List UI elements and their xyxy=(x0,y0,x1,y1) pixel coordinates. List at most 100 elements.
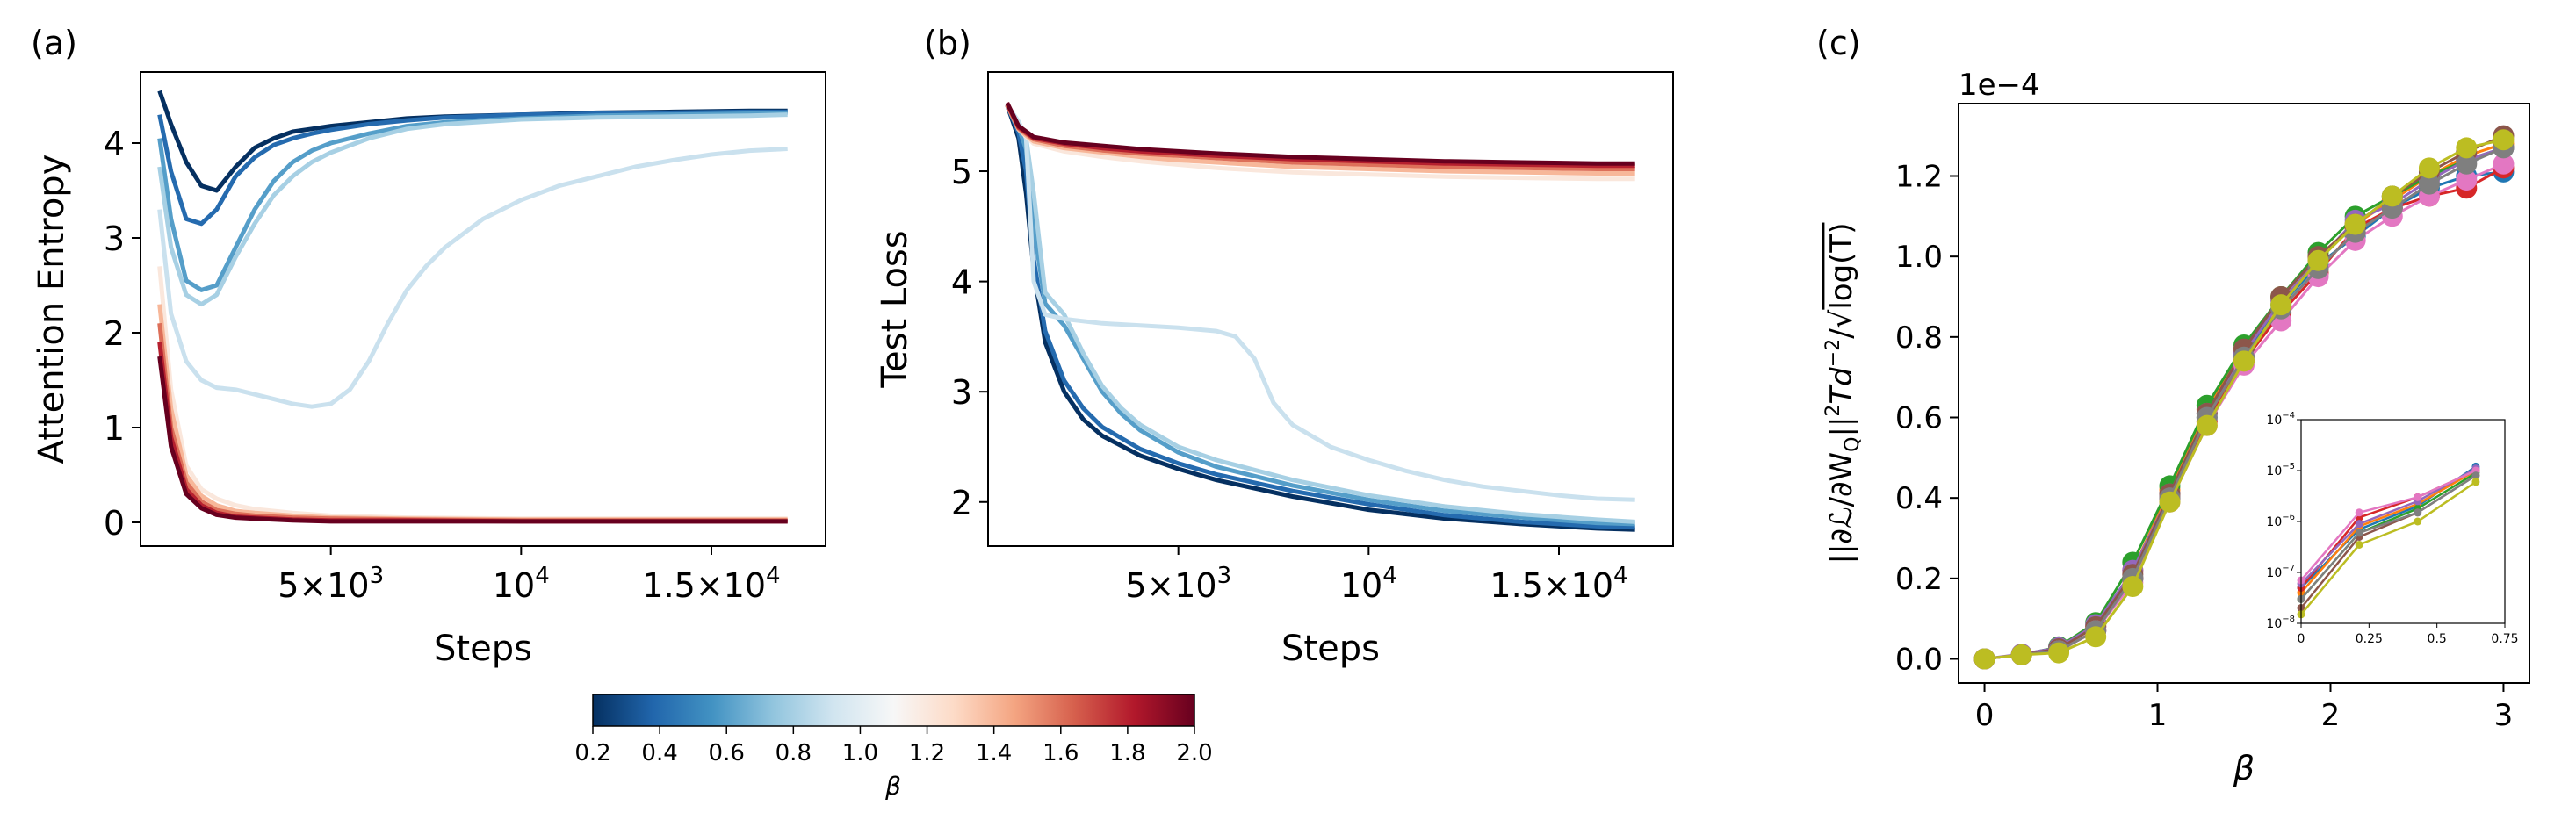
panel-a: (a) 0 1 2 3 4 5×103 104 1.5×104 Steps Attentio… xyxy=(31,24,826,669)
inset-yticks: 10−8 10−7 10−6 10−5 10−4 xyxy=(2266,411,2301,631)
panel-a-series xyxy=(157,90,788,524)
c-xtick-label-3: 3 xyxy=(2494,698,2514,733)
c-series-8-point-1 xyxy=(2010,644,2032,665)
panel-c-series xyxy=(1973,125,2515,670)
inset-series-6-point-1 xyxy=(2355,508,2363,517)
b-ytick-label-2: 4 xyxy=(951,263,972,302)
c-ytick-label-2: 0.4 xyxy=(1895,481,1943,516)
c-series-8-point-14 xyxy=(2493,129,2515,151)
c-series-8-point-0 xyxy=(1973,648,1995,670)
c-series-8-point-4 xyxy=(2122,576,2144,597)
colorbar-label: β xyxy=(884,772,901,801)
a-series-line-6 xyxy=(157,304,788,522)
a-xtick-label-1: 104 xyxy=(493,563,550,605)
c-ytick-label-4: 0.8 xyxy=(1895,320,1943,356)
colorbar-tick-label-7: 1.6 xyxy=(1043,740,1079,766)
panel-b-frame xyxy=(987,71,1674,547)
a-ytick-label-0: 0 xyxy=(104,504,125,543)
panel-c: (c) 1e−4 0.0 0.2 0.4 0.6 0.8 1.0 1.2 0 1 2 3 β ||… xyxy=(1816,24,2530,788)
colorbar-tick-label-8: 1.8 xyxy=(1109,740,1145,766)
inset-ytick-label-0: 10−8 xyxy=(2266,615,2295,631)
b-xtick-label-0: 5×103 xyxy=(1125,563,1231,605)
inset-series-line-8 xyxy=(2300,480,2477,615)
c-series-8-point-7 xyxy=(2233,350,2255,372)
panel-b-xticks: 5×103 104 1.5×104 xyxy=(1125,546,1628,605)
inset-series-4-point-1 xyxy=(2355,520,2363,529)
inset-series-line-6 xyxy=(2300,469,2477,581)
panel-b-label: (b) xyxy=(924,24,971,62)
a-series-line-3 xyxy=(157,112,788,307)
a-series-line-9 xyxy=(157,356,788,524)
colorbar-tick-label-1: 0.4 xyxy=(641,740,677,766)
panel-a-frame xyxy=(140,71,826,547)
inset-series-line-7 xyxy=(2300,474,2477,601)
c-series-8-point-3 xyxy=(2085,626,2107,648)
panel-c-inset: 10−8 10−7 10−6 10−5 10−4 0 0.25 0.5 0.75 xyxy=(2266,411,2518,646)
inset-series-7-point-1 xyxy=(2355,529,2363,537)
panel-c-frame xyxy=(1958,103,2530,684)
inset-xtick-label-0: 0 xyxy=(2298,632,2305,646)
colorbar-tick-label-0: 0.2 xyxy=(574,740,610,766)
inset-series-8-point-1 xyxy=(2355,540,2363,549)
inset-series xyxy=(2297,462,2480,619)
colorbar-tick-label-4: 1.0 xyxy=(842,740,878,766)
inset-series-8-point-2 xyxy=(2414,517,2422,526)
c-ytick-label-6: 1.2 xyxy=(1895,160,1943,195)
a-xtick-label-0: 5×103 xyxy=(278,563,384,605)
panel-c-xlabel: β xyxy=(2233,749,2255,788)
a-xtick-label-2: 1.5×104 xyxy=(642,563,780,605)
c-series-8-point-9 xyxy=(2307,249,2329,271)
colorbar-tick-label-3: 0.8 xyxy=(776,740,812,766)
panel-b-series xyxy=(1005,102,1635,532)
b-series-line-3 xyxy=(1005,104,1635,524)
colorbar-tick-label-9: 2.0 xyxy=(1176,740,1212,766)
a-ytick-label-1: 1 xyxy=(104,409,125,448)
a-ytick-label-3: 3 xyxy=(104,219,125,258)
c-ytick-label-5: 1.0 xyxy=(1895,240,1943,275)
b-series-line-9 xyxy=(1005,102,1635,166)
panel-a-label: (a) xyxy=(31,24,77,62)
inset-series-7-point-2 xyxy=(2414,508,2422,517)
colorbar-tick-label-5: 1.2 xyxy=(909,740,945,766)
panel-b-yticks: 2 3 4 5 xyxy=(951,153,988,522)
c-series-8-point-2 xyxy=(2048,642,2070,664)
inset-background xyxy=(2301,420,2505,623)
b-xtick-label-2: 1.5×104 xyxy=(1490,563,1627,605)
c-series-8-point-10 xyxy=(2344,213,2366,235)
inset-ytick-label-2: 10−6 xyxy=(2266,513,2295,529)
a-series-line-8 xyxy=(157,342,788,524)
c-series-8-point-5 xyxy=(2159,491,2181,513)
inset-xtick-label-2: 0.5 xyxy=(2428,632,2447,646)
c-series-7-point-13 xyxy=(2456,153,2478,175)
c-series-8-point-8 xyxy=(2270,294,2292,316)
c-series-6-point-14 xyxy=(2493,153,2515,175)
colorbar-gradient xyxy=(592,694,1195,727)
inset-series-7-point-3 xyxy=(2471,471,2480,480)
panel-b-xlabel: Steps xyxy=(1281,629,1380,669)
c-series-8-point-11 xyxy=(2381,185,2403,207)
b-ytick-label-0: 2 xyxy=(951,484,972,522)
panel-c-yticks: 0.0 0.2 0.4 0.6 0.8 1.0 1.2 xyxy=(1895,160,1959,678)
inset-series-8-point-3 xyxy=(2471,478,2480,486)
colorbar: 0.2 0.4 0.6 0.8 1.0 1.2 1.4 1.6 1.8 2.0 β xyxy=(574,694,1213,801)
inset-xtick-label-3: 0.75 xyxy=(2491,632,2518,646)
c-series-8-point-12 xyxy=(2418,157,2440,179)
panel-a-yticks: 0 1 2 3 4 xyxy=(104,125,141,543)
c-xtick-label-0: 0 xyxy=(1975,698,1995,733)
c-series-8-point-6 xyxy=(2196,414,2218,436)
panel-a-xlabel: Steps xyxy=(434,629,532,669)
inset-xticks: 0 0.25 0.5 0.75 xyxy=(2298,623,2519,646)
a-series-line-2 xyxy=(157,110,788,292)
inset-ytick-label-1: 10−7 xyxy=(2266,564,2295,580)
c-series-6-point-13 xyxy=(2456,169,2478,191)
c-xtick-label-2: 2 xyxy=(2321,698,2341,733)
a-series-line-0 xyxy=(157,90,788,193)
c-series-7-point-12 xyxy=(2418,173,2440,195)
c-xtick-label-1: 1 xyxy=(2148,698,2168,733)
b-ytick-label-3: 5 xyxy=(951,153,972,191)
b-ytick-label-1: 3 xyxy=(951,373,972,412)
c-series-8-point-13 xyxy=(2456,137,2478,159)
c-ytick-label-3: 0.6 xyxy=(1895,401,1943,436)
panel-c-offset-text: 1e−4 xyxy=(1959,68,2040,103)
